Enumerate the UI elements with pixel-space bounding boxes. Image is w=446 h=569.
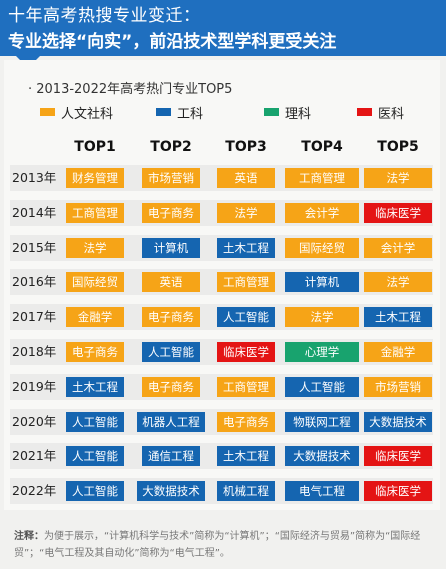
legend-label: 理科 (285, 106, 312, 122)
major-chip: 国际经贸 (285, 237, 359, 258)
year-label: 2015年 (12, 239, 57, 255)
major-chip: 电子商务 (142, 202, 200, 223)
major-chip: 法学 (217, 202, 275, 223)
major-chip: 工商管理 (217, 272, 275, 293)
legend-swatch (156, 108, 171, 116)
year-label: 2022年 (12, 483, 57, 499)
year-label: 2018年 (12, 344, 57, 359)
legend-label: 工科 (177, 106, 204, 122)
major-chip: 电气工程 (285, 481, 359, 502)
legend-swatch (357, 108, 372, 116)
major-chip: 电子商务 (142, 376, 200, 397)
major-chip: 市场营销 (142, 168, 200, 188)
legend-item: 工科 (156, 104, 204, 122)
footnote-text: 为便于展示，“计算机科学与技术”简称为“计算机”；“国际经济与贸易”简称为“国际… (14, 531, 421, 559)
major-chip: 财务管理 (66, 168, 124, 188)
major-chip: 人工智能 (142, 342, 200, 362)
major-chip: 土木工程 (66, 376, 124, 397)
year-label: 2013年 (12, 170, 57, 185)
major-chip: 英语 (142, 272, 200, 293)
major-chip: 大数据技术 (285, 446, 359, 467)
legend-item: 医科 (357, 104, 405, 122)
legend-item: 人文社科 (40, 104, 114, 122)
major-chip: 会计学 (364, 237, 432, 258)
major-chip: 人工智能 (285, 376, 359, 397)
column-header: TOP1 (74, 139, 116, 155)
legend-swatch (264, 108, 279, 116)
major-chip: 电子商务 (142, 307, 200, 328)
major-chip: 国际经贸 (66, 272, 124, 293)
year-label: 2020年 (12, 413, 57, 429)
major-chip: 金融学 (364, 342, 432, 362)
major-chip: 机械工程 (217, 481, 275, 502)
major-chip: 法学 (285, 307, 359, 328)
column-header: TOP5 (377, 139, 419, 155)
major-chip: 机器人工程 (137, 411, 205, 432)
major-chip: 临床医学 (217, 342, 275, 362)
major-chip: 物联网工程 (285, 411, 359, 432)
major-chip: 法学 (66, 237, 124, 258)
year-label: 2016年 (12, 274, 57, 290)
major-chip: 人工智能 (217, 307, 275, 328)
header-line-2: 专业选择“向实”，前沿技术型学科更受关注 (8, 32, 337, 52)
major-chip: 法学 (364, 272, 432, 293)
major-chip: 临床医学 (364, 202, 432, 223)
major-chip: 通信工程 (142, 446, 200, 467)
major-chip: 土木工程 (217, 237, 275, 258)
major-chip: 市场营销 (364, 376, 432, 397)
column-header: TOP4 (301, 139, 343, 155)
legend-swatch (40, 108, 55, 116)
major-chip: 法学 (364, 168, 432, 188)
major-chip: 大数据技术 (364, 411, 432, 432)
major-chip: 计算机 (142, 237, 200, 258)
header-banner: 十年高考热搜专业变迁： 专业选择“向实”，前沿技术型学科更受关注 (0, 0, 446, 56)
major-chip: 工商管理 (66, 202, 124, 223)
footnote: 注释：为便于展示，“计算机科学与技术”简称为“计算机”；“国际经济与贸易”简称为… (14, 528, 434, 562)
column-header: TOP3 (225, 139, 267, 155)
major-chip: 金融学 (66, 307, 124, 328)
chart-title: · 2013-2022年高考热门专业TOP5 (28, 82, 233, 97)
legend-item: 理科 (264, 104, 312, 122)
major-chip: 电子商务 (66, 342, 124, 362)
legend-label: 医科 (378, 106, 405, 122)
major-chip: 临床医学 (364, 446, 432, 467)
year-label: 2014年 (12, 204, 57, 220)
year-label: 2021年 (12, 448, 57, 464)
major-chip: 英语 (217, 168, 275, 188)
footnote-label: 注释： (14, 531, 44, 542)
major-chip: 人工智能 (66, 446, 124, 467)
major-chip: 临床医学 (364, 481, 432, 502)
major-chip: 工商管理 (217, 376, 275, 397)
major-chip: 人工智能 (66, 411, 124, 432)
header-line-1: 十年高考热搜专业变迁： (8, 6, 201, 26)
year-label: 2019年 (12, 378, 57, 394)
major-chip: 大数据技术 (137, 481, 205, 502)
major-chip: 计算机 (285, 272, 359, 293)
major-chip: 土木工程 (364, 307, 432, 328)
year-label: 2017年 (12, 309, 57, 325)
column-header: TOP2 (150, 139, 192, 155)
legend-label: 人文社科 (61, 106, 114, 122)
major-chip: 土木工程 (217, 446, 275, 467)
major-chip: 心理学 (285, 342, 359, 362)
major-chip: 人工智能 (66, 481, 124, 502)
major-chip: 电子商务 (217, 411, 275, 432)
major-chip: 工商管理 (285, 168, 359, 188)
major-chip: 会计学 (285, 202, 359, 223)
